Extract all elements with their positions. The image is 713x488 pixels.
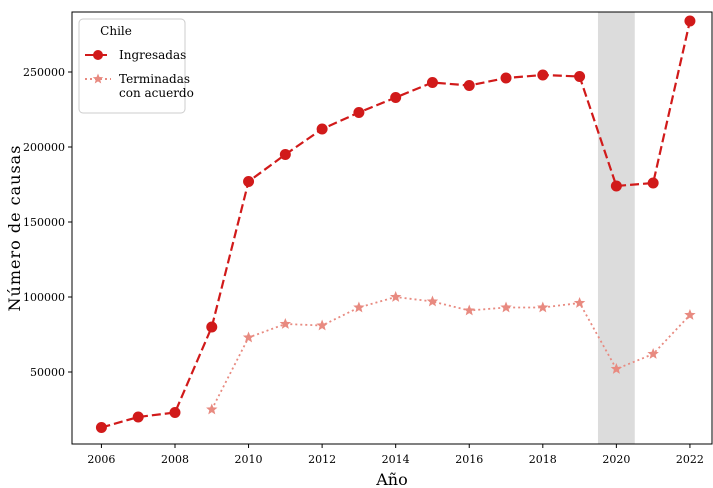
data-point-2 bbox=[426, 295, 439, 307]
data-point-1 bbox=[684, 15, 696, 27]
data-point-1 bbox=[353, 107, 365, 118]
x-tick-label: 2010 bbox=[235, 453, 263, 466]
data-point-1 bbox=[426, 77, 438, 88]
x-tick-label: 2006 bbox=[87, 453, 115, 466]
plot-frame bbox=[71, 11, 713, 445]
y-tick-label: 250000 bbox=[23, 66, 65, 79]
x-tick-label: 2008 bbox=[161, 453, 189, 466]
legend-title: Chile bbox=[100, 24, 132, 38]
data-point-2 bbox=[684, 309, 696, 320]
data-point-2 bbox=[647, 348, 659, 359]
data-point-1 bbox=[610, 180, 622, 192]
data-point-2 bbox=[537, 301, 549, 313]
legend-label-2: Terminadas bbox=[119, 72, 190, 86]
data-point-1 bbox=[243, 176, 255, 187]
data-point-2 bbox=[316, 319, 328, 331]
data-point-1 bbox=[537, 69, 549, 81]
data-point-1 bbox=[95, 422, 107, 433]
data-point-1 bbox=[279, 149, 291, 160]
y-tick-label: 150000 bbox=[23, 216, 65, 229]
data-point-2 bbox=[206, 403, 218, 415]
x-tick-label: 2012 bbox=[308, 453, 336, 466]
x-tick-label: 2020 bbox=[602, 453, 630, 466]
y-tick-label: 200000 bbox=[23, 141, 65, 154]
y-tick-label: 100000 bbox=[23, 291, 65, 304]
legend-label-1: Ingresadas bbox=[119, 48, 186, 62]
data-point-2 bbox=[500, 301, 512, 313]
shaded-region bbox=[597, 12, 635, 444]
data-point-1 bbox=[390, 92, 402, 103]
data-point-1 bbox=[574, 71, 586, 82]
legend-swatch-marker-2 bbox=[92, 73, 104, 84]
y-tick-label: 50000 bbox=[30, 366, 65, 379]
data-point-1 bbox=[316, 123, 328, 135]
legend-swatch-marker-1 bbox=[93, 50, 103, 60]
x-axis-label: Año bbox=[375, 470, 408, 488]
legend-label-2: con acuerdo bbox=[119, 86, 194, 100]
data-point-2 bbox=[573, 297, 586, 308]
data-point-1 bbox=[463, 80, 475, 91]
x-tick-label: 2016 bbox=[455, 453, 483, 466]
x-tick-label: 2014 bbox=[382, 453, 410, 466]
y-axis-label: Número de causas bbox=[5, 145, 24, 312]
data-point-1 bbox=[500, 72, 512, 84]
data-point-2 bbox=[353, 301, 365, 313]
data-point-2 bbox=[389, 291, 402, 302]
x-tick-label: 2018 bbox=[529, 453, 557, 466]
data-point-2 bbox=[279, 318, 292, 329]
data-point-1 bbox=[169, 407, 181, 418]
data-point-1 bbox=[647, 177, 659, 189]
data-point-2 bbox=[610, 363, 623, 374]
series-line-2 bbox=[210, 296, 691, 410]
x-tick-label: 2022 bbox=[676, 453, 704, 466]
legend-box bbox=[78, 18, 186, 114]
data-point-1 bbox=[206, 321, 218, 333]
data-point-2 bbox=[242, 331, 255, 343]
data-point-1 bbox=[132, 411, 144, 423]
data-point-2 bbox=[463, 304, 475, 316]
